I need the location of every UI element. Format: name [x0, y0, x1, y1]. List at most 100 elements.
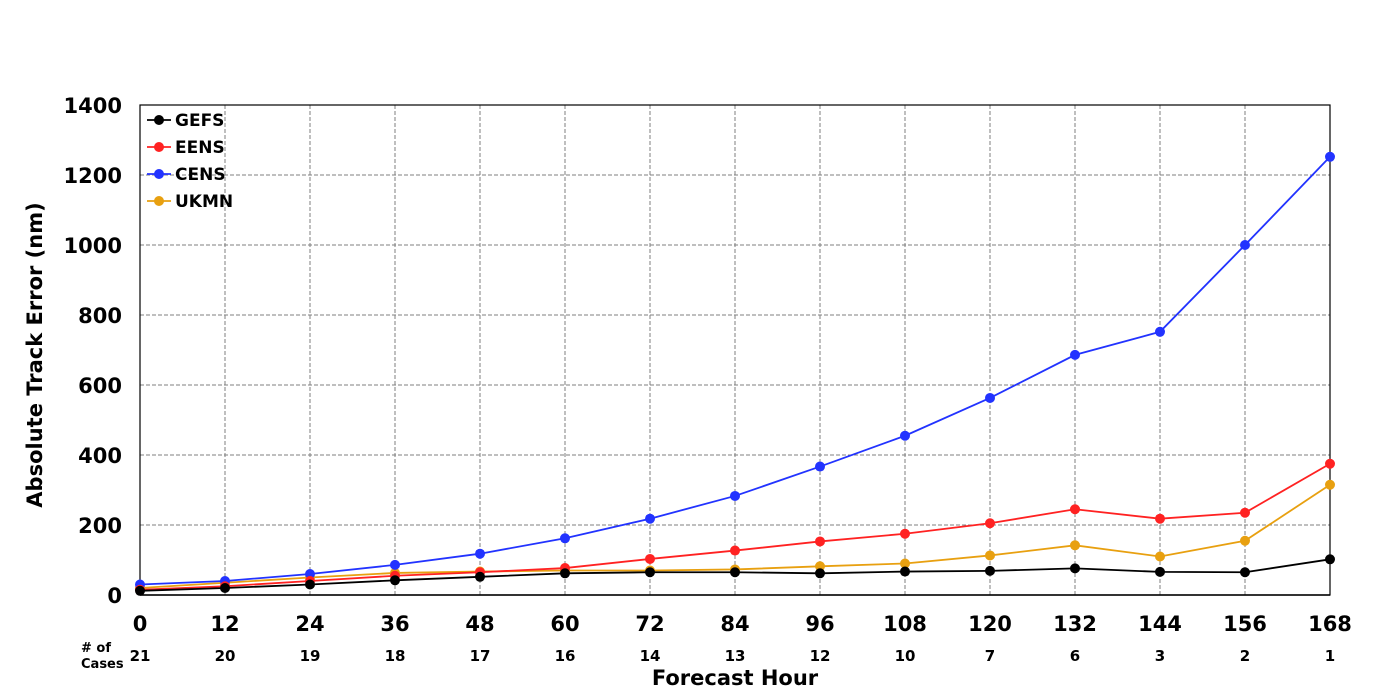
data-point-cens: [815, 461, 825, 472]
x-tick-label: 84: [720, 612, 749, 636]
x-axis-title: Forecast Hour: [652, 666, 819, 690]
cases-count: 20: [215, 647, 236, 665]
grid: [140, 105, 1330, 596]
x-tick-label: 36: [380, 612, 409, 636]
x-tick-label: 144: [1138, 612, 1182, 636]
data-point-cens: [645, 513, 655, 524]
cases-header-line2: Cases: [81, 657, 124, 672]
data-point-eens: [1155, 513, 1165, 524]
data-point-ukmn: [1155, 551, 1165, 562]
cases-count: 1: [1325, 647, 1335, 665]
data-point-gefs: [730, 567, 740, 578]
y-axis-ticks: 0 200 400 600 800 1000 1200 1400: [64, 94, 122, 608]
cases-count: 13: [725, 647, 746, 665]
data-point-gefs: [220, 583, 230, 593]
plot-area-frame: [139, 104, 1331, 596]
data-point-cens: [560, 533, 570, 544]
data-point-eens: [1240, 507, 1250, 518]
legend-item-gefs: GEFS: [147, 111, 224, 131]
data-point-cens: [730, 490, 740, 501]
legend-label-cens: CENS: [175, 165, 226, 185]
x-tick-label: 24: [295, 612, 324, 636]
cases-count: 19: [300, 647, 321, 665]
x-tick-label: 168: [1308, 612, 1352, 636]
data-point-gefs: [135, 585, 145, 596]
cases-count: 10: [895, 647, 916, 665]
data-point-eens: [730, 545, 740, 556]
data-point-eens: [900, 528, 910, 539]
y-axis-title: Absolute Track Error (nm): [23, 202, 47, 507]
data-point-gefs: [560, 568, 570, 579]
data-point-gefs: [900, 566, 910, 577]
data-point-eens: [815, 536, 825, 547]
legend-label-gefs: GEFS: [175, 111, 224, 131]
cases-count: 12: [810, 647, 831, 665]
y-tick-label: 1400: [64, 94, 122, 118]
legend-item-cens: CENS: [147, 165, 226, 185]
data-point-ukmn: [815, 561, 825, 572]
data-point-gefs: [1240, 567, 1250, 578]
data-point-cens: [305, 569, 315, 579]
legend-item-ukmn: UKMN: [147, 192, 233, 212]
cases-count: 18: [385, 647, 406, 665]
legend-label-eens: EENS: [175, 138, 225, 158]
cases-count: 3: [1155, 647, 1165, 665]
data-point-ukmn: [1240, 535, 1250, 546]
x-tick-label: 132: [1053, 612, 1097, 636]
cases-count: 7: [985, 647, 995, 665]
data-point-gefs: [1155, 566, 1165, 577]
x-tick-label: 0: [133, 612, 148, 636]
legend-marker-ukmn: [154, 196, 164, 206]
x-tick-label: 60: [550, 612, 579, 636]
data-point-eens: [645, 553, 655, 564]
data-point-gefs: [1070, 563, 1080, 574]
x-tick-label: 12: [210, 612, 239, 636]
y-tick-label: 200: [78, 514, 122, 538]
x-tick-label: 48: [465, 612, 494, 636]
legend: GEFS EENS CENS UKMN: [147, 111, 233, 212]
data-point-ukmn: [1070, 540, 1080, 551]
legend-marker-eens: [154, 142, 164, 152]
y-tick-label: 400: [78, 444, 122, 468]
x-tick-label: 156: [1223, 612, 1267, 636]
x-axis-ticks: 0 12 24 36 48 60 72 84 96 108 120 132 144 156 168: [133, 612, 1352, 636]
data-point-gefs: [390, 575, 400, 586]
x-tick-label: 108: [883, 612, 927, 636]
data-point-cens: [1240, 240, 1250, 250]
data-point-gefs: [475, 571, 485, 582]
cases-count: 6: [1070, 647, 1080, 665]
cases-count: 21: [130, 647, 151, 665]
data-point-cens: [900, 430, 910, 441]
cases-header-line1: # of: [81, 641, 111, 656]
x-tick-label: 96: [805, 612, 834, 636]
y-tick-label: 800: [78, 304, 122, 328]
legend-marker-gefs: [154, 115, 164, 125]
y-tick-label: 1000: [64, 234, 122, 258]
data-point-gefs: [305, 579, 315, 590]
data-point-cens: [390, 559, 400, 570]
data-point-gefs: [645, 567, 655, 578]
data-point-ukmn: [900, 558, 910, 569]
data-point-cens: [1070, 349, 1080, 360]
data-point-cens: [475, 548, 485, 559]
cases-count: 14: [640, 647, 661, 665]
cases-count: 16: [555, 647, 576, 665]
data-point-cens: [985, 392, 995, 403]
y-tick-label: 1200: [64, 164, 122, 188]
data-point-cens: [1155, 326, 1165, 337]
cases-count: 2: [1240, 647, 1250, 665]
data-point-eens: [1070, 504, 1080, 515]
data-point-eens: [1325, 458, 1335, 469]
x-tick-label: 72: [635, 612, 664, 636]
y-tick-label: 0: [107, 584, 122, 608]
series-gefs: [135, 554, 1335, 596]
x-tick-label: 120: [968, 612, 1012, 636]
series-layer: [135, 151, 1335, 596]
data-point-ukmn: [985, 550, 995, 561]
data-point-gefs: [815, 568, 825, 579]
cases-row: 21 20 19 18 17 16 14 13 12 10 7 6 3 2 1: [130, 647, 1336, 665]
data-point-cens: [1325, 151, 1335, 162]
legend-label-ukmn: UKMN: [175, 192, 233, 212]
data-point-gefs: [985, 565, 995, 576]
